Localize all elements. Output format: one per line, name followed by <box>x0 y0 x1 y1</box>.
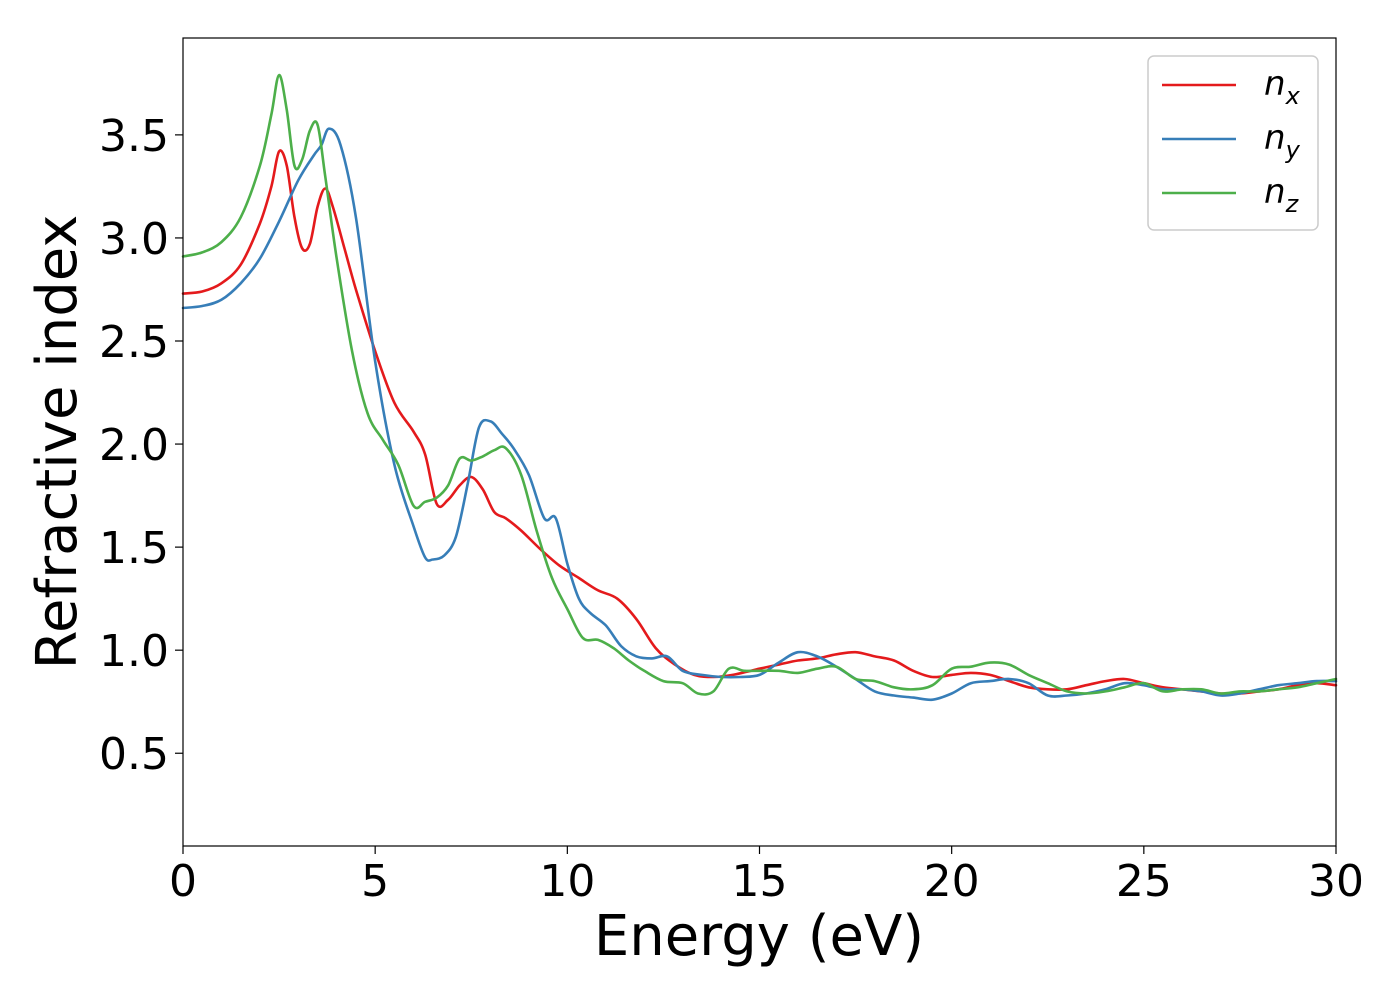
y-tick-label: 2.0 <box>99 420 169 471</box>
y-tick-label: 1.5 <box>99 523 169 574</box>
plot-lines <box>181 73 1338 702</box>
legend-frame <box>1147 55 1319 231</box>
x-tick-label: 0 <box>169 856 197 907</box>
series-line-n-y <box>181 127 1338 702</box>
series-line-n-z <box>181 73 1338 696</box>
x-tick-label: 30 <box>1308 856 1364 907</box>
x-tick-label: 5 <box>361 856 389 907</box>
x-tick-label: 20 <box>924 856 980 907</box>
x-tick-label: 10 <box>539 856 595 907</box>
x-tick-label: 25 <box>1116 856 1172 907</box>
y-tick-label: 3.5 <box>99 111 169 162</box>
y-axis-label: Refractive index <box>25 215 90 670</box>
x-tick-label: 15 <box>732 856 788 907</box>
x-axis-label: Energy (eV) <box>594 904 924 969</box>
y-tick-label: 1.0 <box>99 626 169 677</box>
y-axis-ticks: 0.5 1.0 1.5 2.0 2.5 3.0 3.5 <box>99 111 183 780</box>
x-axis-ticks: 0 5 10 15 20 25 30 <box>169 846 1364 907</box>
y-tick-label: 3.0 <box>99 214 169 265</box>
y-tick-label: 0.5 <box>99 729 169 780</box>
y-tick-label: 2.5 <box>99 317 169 368</box>
